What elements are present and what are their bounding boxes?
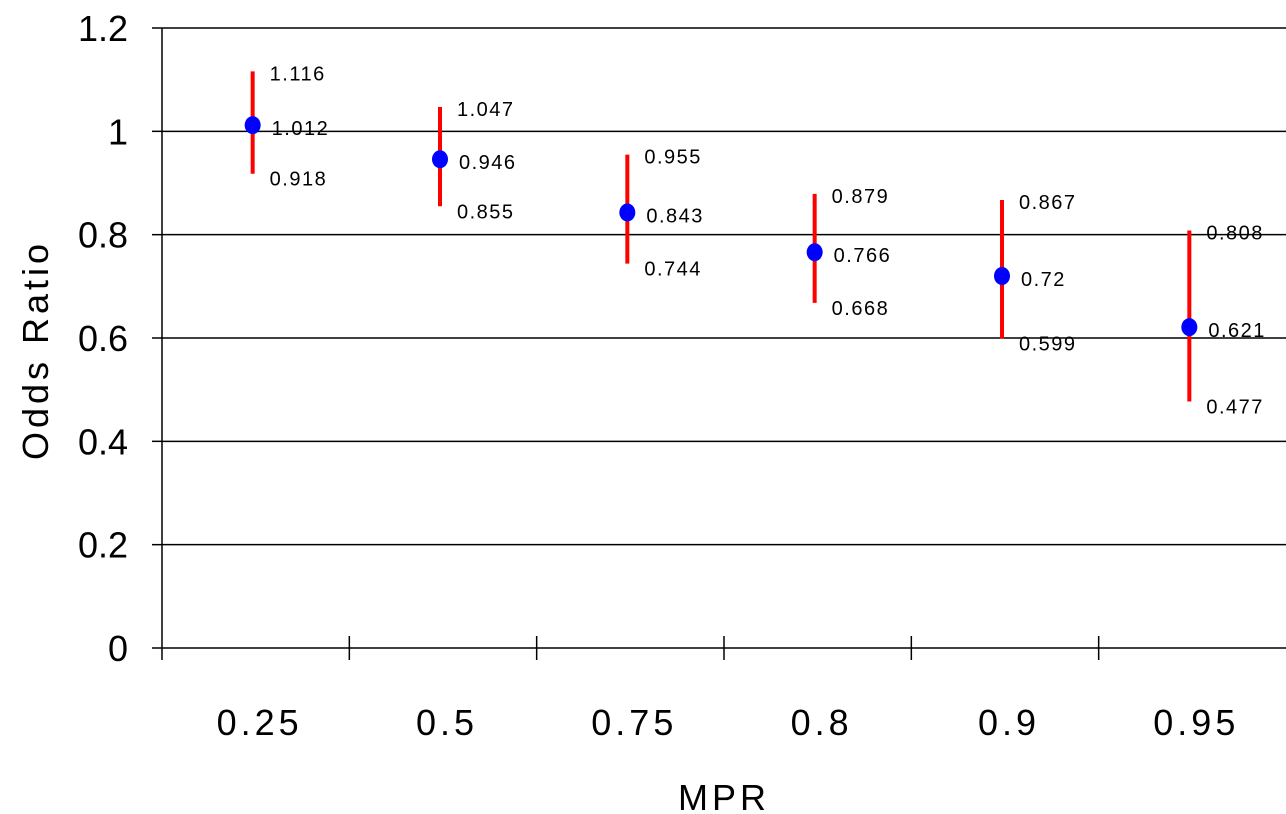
x-tick-label: 0.75 xyxy=(591,702,677,743)
data-point xyxy=(432,150,448,169)
y-tick-label: 0.2 xyxy=(78,525,128,566)
data-point xyxy=(806,243,823,262)
lower-label: 0.599 xyxy=(1019,334,1077,356)
lower-label: 0.668 xyxy=(832,298,890,320)
value-label: 0.946 xyxy=(459,152,517,174)
lower-label: 0.918 xyxy=(270,169,328,191)
y-tick-label: 1 xyxy=(108,111,128,152)
x-tick-label: 0.9 xyxy=(978,702,1040,743)
x-tick-label: 0.5 xyxy=(416,702,478,743)
data-point xyxy=(244,116,261,135)
y-tick-label: 1.2 xyxy=(78,8,128,49)
grid-layer xyxy=(162,27,1286,546)
upper-label: 1.116 xyxy=(270,63,326,85)
x-tick-label: 0.25 xyxy=(217,702,303,743)
marks-layer: 1.116 1.012 0.918 1.047 0.946 0.855 0.955 0.843… xyxy=(244,63,1266,419)
x-tick-label: 0.8 xyxy=(791,702,853,743)
x-axis-title: MPR xyxy=(678,777,770,814)
value-label: 0.766 xyxy=(834,245,892,267)
data-point xyxy=(994,267,1010,285)
lower-label: 0.477 xyxy=(1206,397,1264,419)
y-tick-label: 0.4 xyxy=(78,421,128,462)
upper-label: 1.047 xyxy=(457,99,515,121)
y-tick-label: 0.8 xyxy=(78,215,128,256)
lower-label: 0.744 xyxy=(644,259,702,281)
x-tick-label: 0.95 xyxy=(1153,702,1239,743)
upper-label: 0.808 xyxy=(1206,223,1264,245)
upper-label: 0.867 xyxy=(1019,192,1077,214)
upper-label: 0.879 xyxy=(832,186,890,208)
upper-label: 0.955 xyxy=(644,147,702,169)
y-axis-title: Odds Ratio xyxy=(15,240,56,460)
value-label: 1.012 xyxy=(272,118,330,140)
lower-label: 0.855 xyxy=(457,201,515,223)
y-tick-label: 0.6 xyxy=(78,318,128,359)
value-label: 0.72 xyxy=(1021,269,1066,291)
value-label: 0.843 xyxy=(646,205,704,227)
value-label: 0.621 xyxy=(1208,320,1266,342)
data-point xyxy=(619,203,636,222)
data-point xyxy=(1181,318,1198,337)
y-tick-label: 0 xyxy=(108,628,128,669)
axis-layer: 0 0.2 0.4 0.6 0.8 1 1.2 0.25 0.5 0.75 0.8 0.9 0.95 xyxy=(78,8,1286,743)
